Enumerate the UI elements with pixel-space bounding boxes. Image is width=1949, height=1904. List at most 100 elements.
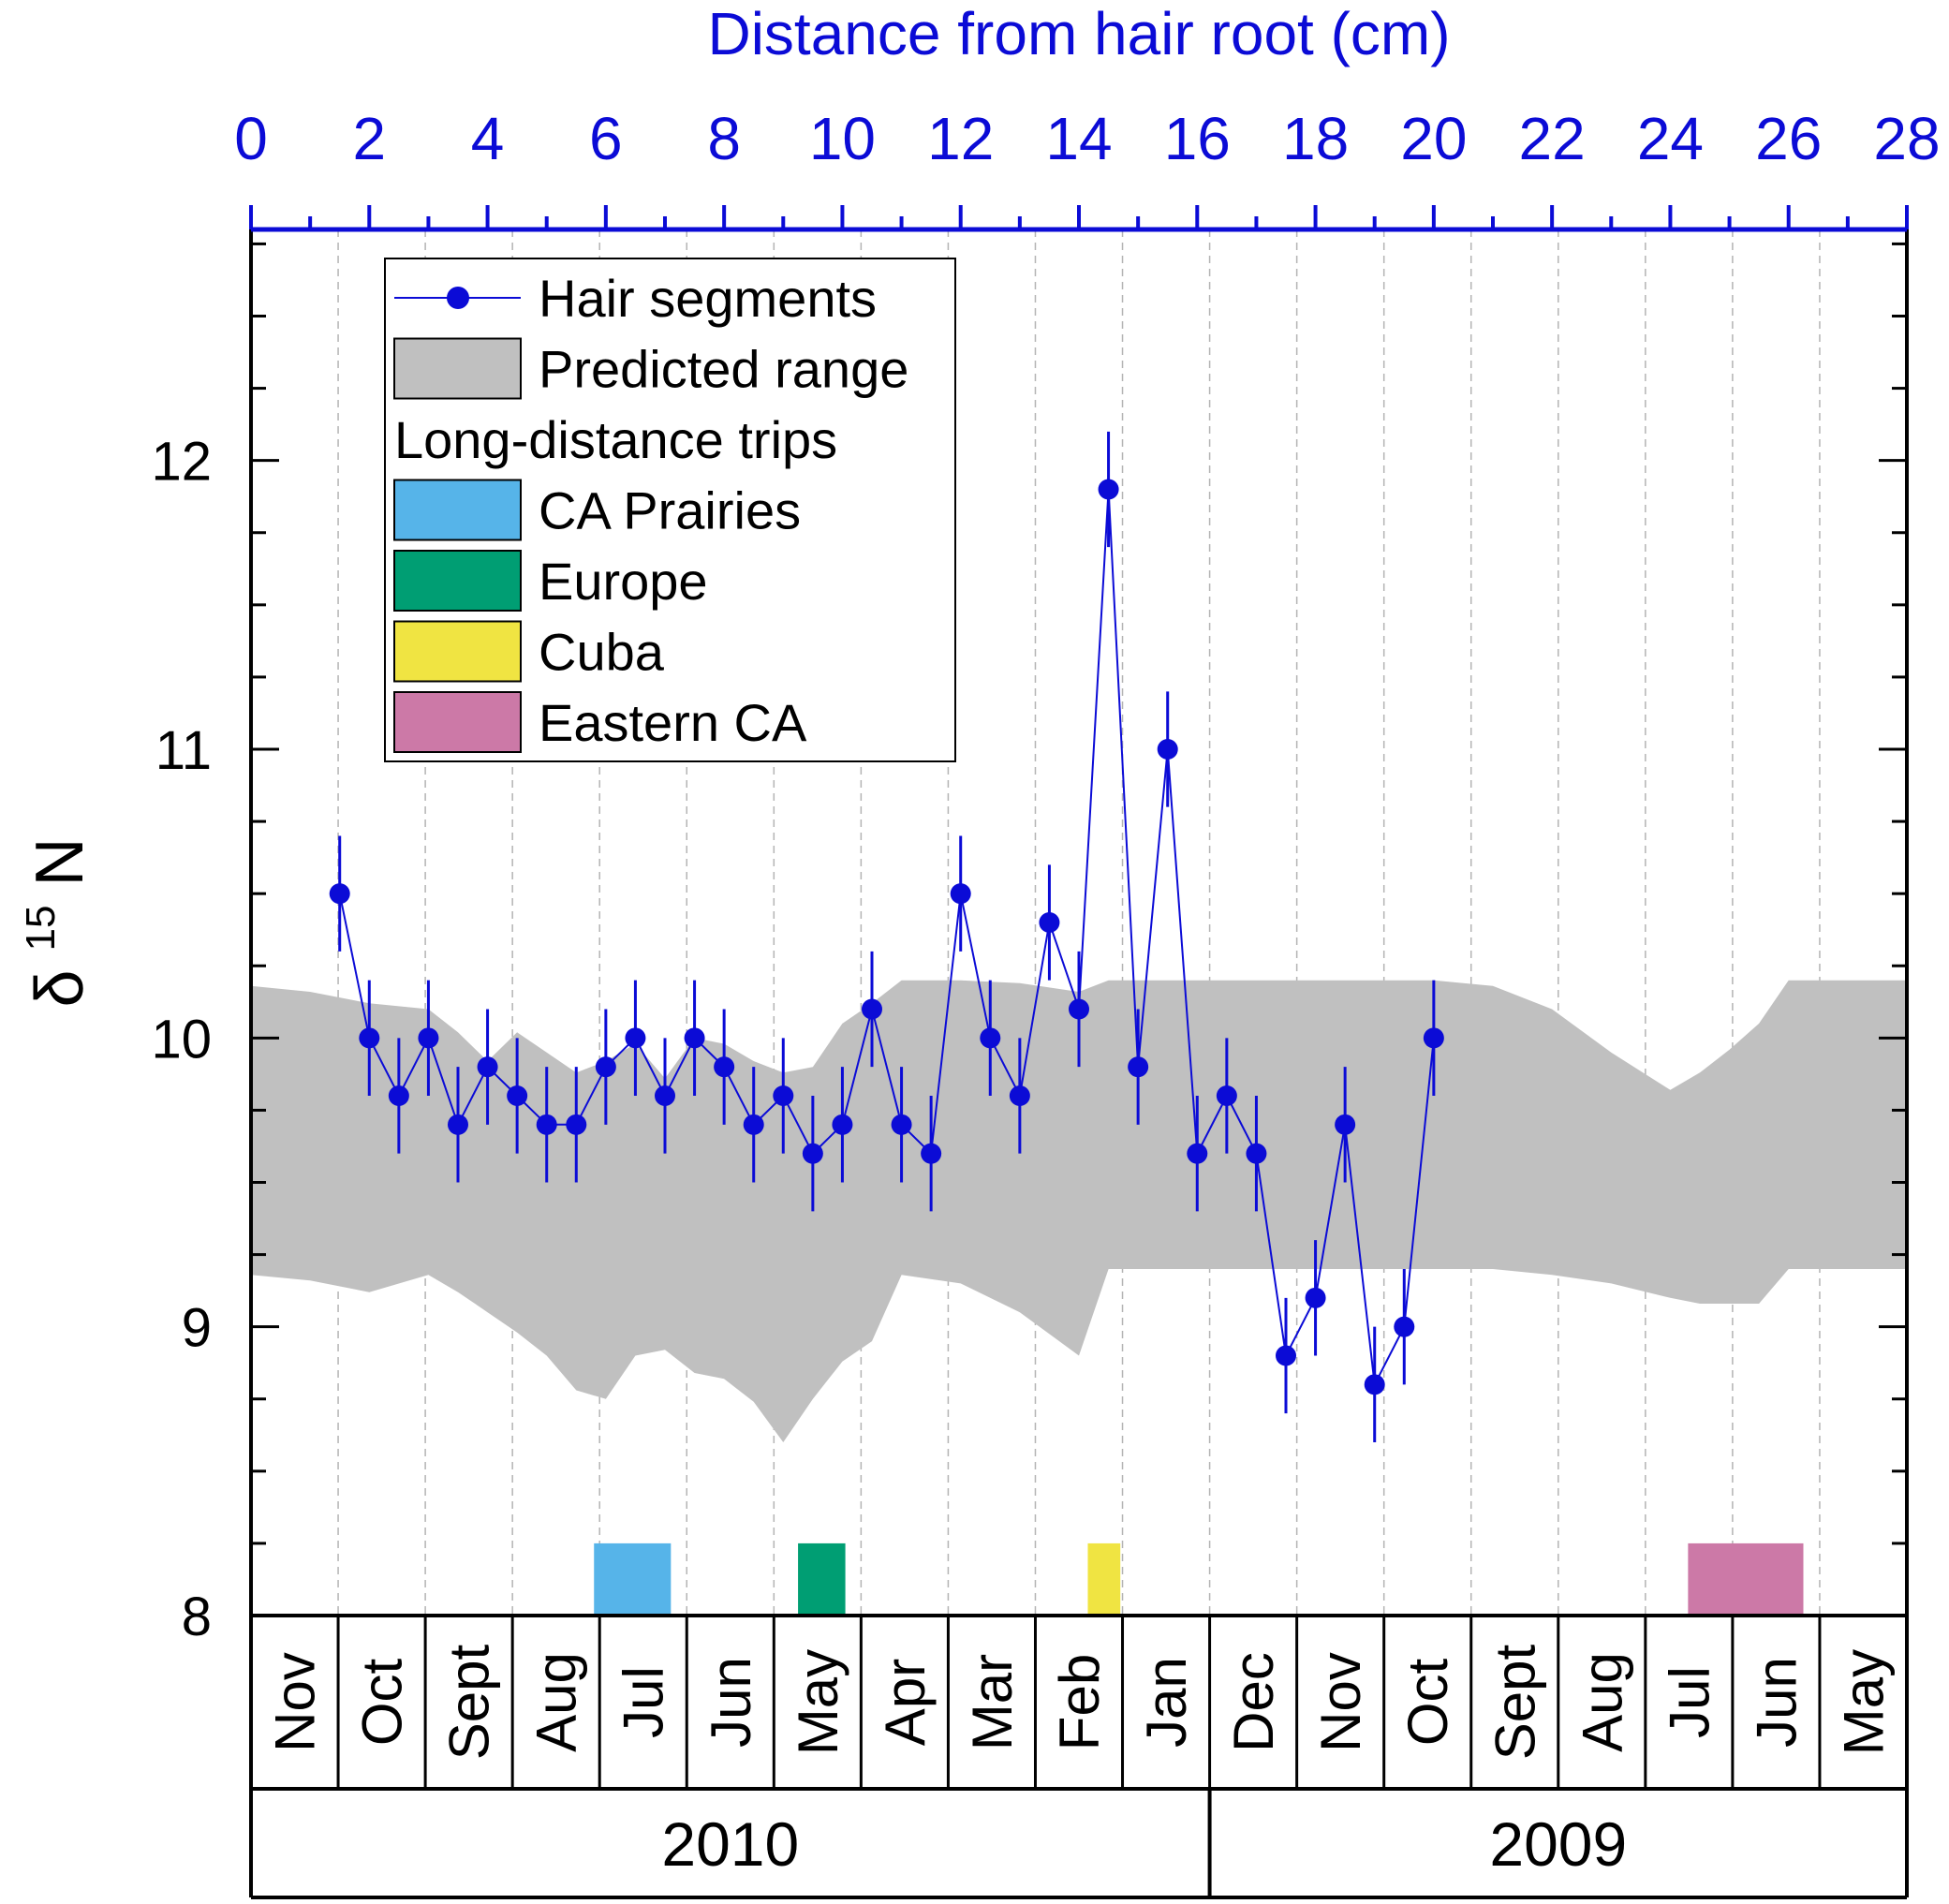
data-point <box>1394 1316 1415 1337</box>
trip-bar-europe <box>798 1542 846 1616</box>
legend-label-cuba: Cuba <box>539 623 665 682</box>
month-label: Jul <box>613 1666 675 1738</box>
data-point <box>388 1085 409 1106</box>
month-label: Dec <box>1222 1652 1285 1752</box>
y-axis-label: δ 15 N <box>0 837 97 1007</box>
month-label: May <box>1832 1649 1895 1755</box>
month-label: Oct <box>1396 1659 1459 1747</box>
data-point <box>1128 1056 1149 1078</box>
data-point <box>566 1114 587 1135</box>
month-label: Oct <box>351 1659 414 1747</box>
month-label: Jan <box>1135 1657 1198 1748</box>
y-axis-tick-label: 11 <box>155 720 212 781</box>
data-point <box>1335 1114 1356 1135</box>
y-axis-label-suffix: N <box>22 837 97 886</box>
trip-bar-ca-prairies <box>594 1542 672 1616</box>
data-point <box>891 1114 912 1135</box>
month-label: Sept <box>1484 1644 1546 1760</box>
top-axis-tick-label: 24 <box>1637 105 1704 172</box>
month-label: Aug <box>1571 1652 1633 1752</box>
y-axis-label-superscript: 15 <box>18 905 64 951</box>
top-axis-tick-label: 14 <box>1045 105 1112 172</box>
legend-point-swatch <box>447 287 469 309</box>
legend-swatch-eastern-ca <box>393 691 522 753</box>
month-label: Sept <box>438 1644 501 1760</box>
top-axis-tick-label: 28 <box>1873 105 1940 172</box>
month-label: Mar <box>961 1654 1024 1750</box>
data-point <box>595 1056 616 1078</box>
month-label: Apr <box>874 1659 937 1746</box>
legend-swatch-cuba <box>393 620 522 683</box>
month-label: Jun <box>1745 1657 1808 1748</box>
top-axis-tick-label: 6 <box>589 105 623 172</box>
data-point <box>950 883 971 905</box>
top-axis-tick-label: 4 <box>471 105 505 172</box>
data-point <box>655 1085 675 1106</box>
month-label: May <box>787 1649 849 1755</box>
data-point <box>773 1085 794 1106</box>
data-point <box>832 1114 853 1135</box>
data-point <box>329 883 350 905</box>
y-axis: 8 9 10 11 12 <box>151 242 1907 1647</box>
y-axis-tick-label: 9 <box>182 1298 212 1359</box>
legend-trips-heading: Long-distance trips <box>394 410 837 469</box>
legend-range-swatch <box>393 337 522 400</box>
legend-label-eastern-ca: Eastern CA <box>539 693 807 752</box>
data-point <box>1216 1085 1237 1106</box>
top-axis-tick-label: 8 <box>707 105 741 172</box>
trip-bars <box>594 1542 1804 1616</box>
data-point <box>714 1056 735 1078</box>
legend-swatch-europe <box>393 550 522 612</box>
legend: Hair segments Predicted range Long-distanc… <box>384 258 956 762</box>
data-point <box>1069 998 1089 1020</box>
month-label: Nov <box>264 1652 327 1752</box>
top-axis-tick-label: 20 <box>1400 105 1467 172</box>
top-axis-tick-label: 2 <box>352 105 386 172</box>
data-point <box>625 1027 646 1049</box>
data-point <box>1009 1085 1030 1106</box>
data-point <box>1364 1374 1385 1395</box>
data-point <box>802 1143 823 1164</box>
data-point <box>448 1114 468 1135</box>
data-point <box>1276 1345 1296 1366</box>
y-axis-tick-label: 12 <box>151 432 212 493</box>
data-point <box>1423 1027 1444 1049</box>
data-point <box>921 1143 942 1164</box>
data-point <box>1187 1143 1208 1164</box>
month-label: Aug <box>525 1652 588 1752</box>
legend-swatch-ca-prairies <box>393 479 522 541</box>
data-point <box>1039 912 1060 933</box>
month-label: Jul <box>1658 1666 1720 1738</box>
top-axis-tick-label: 10 <box>809 105 876 172</box>
legend-label-hair-segments: Hair segments <box>539 269 877 328</box>
month-label: Feb <box>1048 1654 1111 1750</box>
y-axis-label-prefix: δ <box>22 969 97 1007</box>
top-axis-tick-label: 0 <box>234 105 268 172</box>
y-axis-tick-label: 10 <box>151 1009 212 1070</box>
data-point <box>536 1114 557 1135</box>
legend-label-predicted-range: Predicted range <box>539 340 908 399</box>
data-point <box>1098 479 1119 500</box>
data-point <box>980 1027 1001 1049</box>
top-axis-tick-label: 22 <box>1519 105 1586 172</box>
legend-label-ca-prairies: CA Prairies <box>539 481 801 540</box>
data-point <box>743 1114 764 1135</box>
year-label: 2009 <box>1489 1809 1627 1879</box>
top-axis-tick-label: 12 <box>927 105 994 172</box>
trip-bar-cuba <box>1087 1542 1121 1616</box>
data-point <box>477 1056 498 1078</box>
top-axis-tick-label: 16 <box>1164 105 1231 172</box>
data-point <box>507 1085 528 1106</box>
trip-bar-eastern-ca <box>1688 1542 1804 1616</box>
legend-label-europe: Europe <box>539 552 708 611</box>
year-axis: 2010 2009 <box>249 1789 1909 1899</box>
top-axis: 0 2 4 6 8 10 12 14 16 18 20 22 24 26 28 <box>234 105 1941 232</box>
y-axis-tick-label: 8 <box>182 1587 212 1647</box>
data-point <box>359 1027 380 1049</box>
top-axis-tick-label: 18 <box>1282 105 1349 172</box>
data-point <box>862 998 882 1020</box>
month-axis: Nov Oct Sept Aug Jul Jun May Apr Mar Feb Jan Dec Nov… <box>249 1616 1909 1791</box>
hair-segments-points <box>329 479 1444 1395</box>
